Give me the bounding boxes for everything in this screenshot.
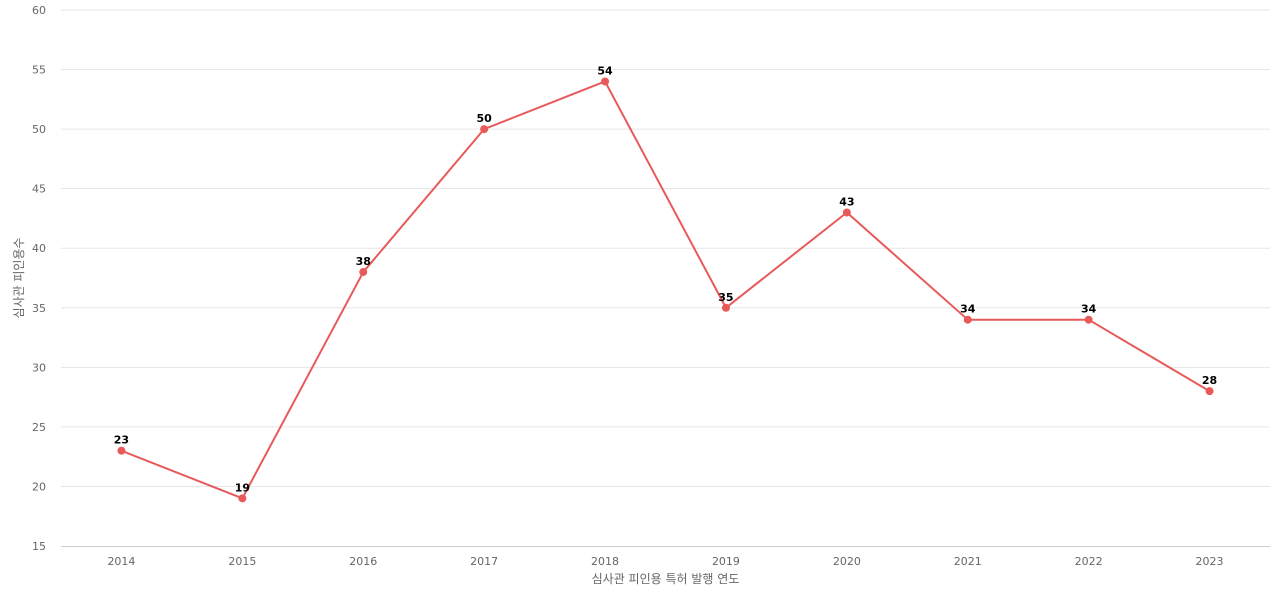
data-point[interactable] (963, 315, 972, 324)
data-point[interactable] (117, 446, 126, 455)
x-tick-label: 2023 (1196, 555, 1224, 568)
x-tick-label: 2022 (1075, 555, 1103, 568)
data-label: 38 (356, 255, 371, 268)
data-point[interactable] (721, 303, 730, 312)
y-tick-label: 30 (32, 361, 46, 374)
data-labels: 23 19 38 50 54 35 43 34 34 28 (114, 64, 1217, 494)
data-point[interactable] (601, 77, 610, 86)
data-label: 43 (839, 195, 854, 208)
data-label: 23 (114, 434, 129, 447)
data-point[interactable] (1205, 387, 1214, 396)
x-tick-label: 2020 (833, 555, 861, 568)
y-tick-label: 50 (32, 123, 46, 136)
y-tick-label: 60 (32, 4, 46, 17)
data-label: 34 (1081, 303, 1097, 316)
y-tick-label: 20 (32, 480, 46, 493)
y-tick-label: 55 (32, 64, 46, 77)
data-label: 28 (1202, 374, 1217, 387)
y-tick-label: 40 (32, 242, 46, 255)
x-tick-label: 2021 (954, 555, 982, 568)
y-axis-title: 심사관 피인용수 (12, 237, 26, 318)
data-point[interactable] (359, 268, 368, 277)
data-point[interactable] (480, 125, 489, 134)
x-tick-label: 2017 (470, 555, 498, 568)
series-group (117, 77, 1214, 503)
x-axis-title: 심사관 피인용 특허 발행 연도 (592, 571, 740, 586)
data-label: 35 (718, 291, 733, 304)
x-tick-label: 2016 (349, 555, 377, 568)
y-tick-label: 35 (32, 302, 46, 315)
y-axis-ticks: 15 20 25 30 35 40 45 50 55 60 (32, 4, 46, 553)
y-tick-label: 45 (32, 183, 46, 196)
y-tick-label: 15 (32, 540, 46, 553)
series-line (121, 80, 1211, 500)
grid-lines (61, 9, 1270, 487)
y-tick-label: 25 (32, 421, 46, 434)
data-point[interactable] (842, 208, 851, 217)
x-tick-label: 2018 (591, 555, 619, 568)
data-point[interactable] (1084, 315, 1093, 324)
x-tick-label: 2015 (228, 555, 256, 568)
data-label: 19 (235, 481, 250, 494)
x-axis-ticks: 2014 2015 2016 2017 2018 2019 2020 2021 2022 2023 (107, 555, 1223, 568)
data-label: 54 (597, 64, 613, 77)
data-label: 50 (476, 112, 492, 125)
x-tick-label: 2019 (712, 555, 740, 568)
data-point[interactable] (238, 494, 247, 503)
data-label: 34 (960, 303, 976, 316)
x-tick-label: 2014 (107, 555, 135, 568)
